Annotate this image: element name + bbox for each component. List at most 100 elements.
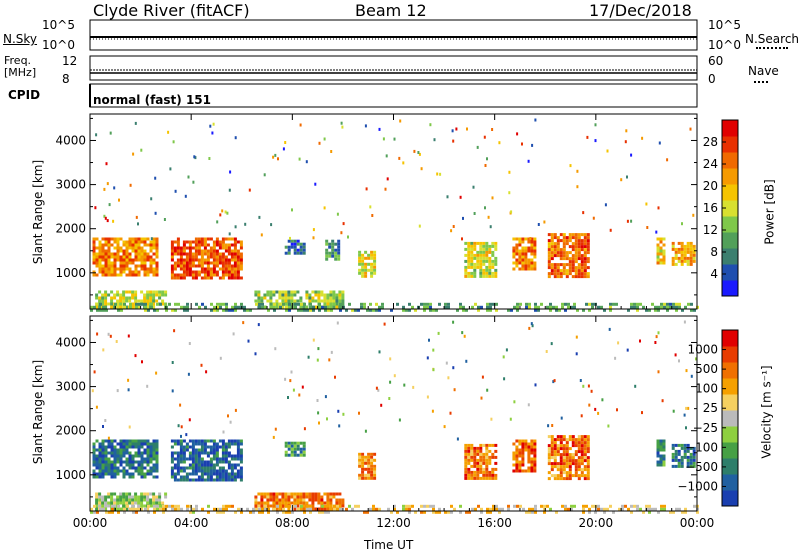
data-cell bbox=[233, 463, 237, 467]
data-cell bbox=[116, 299, 120, 303]
data-cell bbox=[367, 464, 371, 468]
data-point bbox=[641, 136, 644, 140]
data-cell bbox=[574, 459, 578, 463]
data-cell bbox=[98, 466, 102, 470]
data-cell bbox=[512, 261, 516, 265]
data-cell bbox=[568, 459, 572, 463]
data-cell bbox=[547, 453, 551, 457]
colorbar-tick-label: 28 bbox=[703, 135, 718, 149]
data-cell bbox=[221, 273, 225, 277]
data-cell bbox=[98, 442, 102, 446]
data-cell bbox=[170, 439, 174, 443]
data-cell bbox=[213, 305, 216, 309]
data-point bbox=[330, 350, 333, 354]
data-cell bbox=[233, 240, 237, 244]
data-cell bbox=[218, 246, 222, 250]
data-cell bbox=[516, 308, 519, 312]
data-cell bbox=[215, 273, 219, 277]
data-cell bbox=[158, 492, 162, 496]
data-cell bbox=[146, 290, 150, 294]
data-cell bbox=[659, 463, 663, 467]
data-cell bbox=[515, 469, 519, 473]
data-cell bbox=[361, 458, 365, 462]
data-cell bbox=[200, 249, 204, 253]
data-cell bbox=[149, 249, 153, 253]
data-cell bbox=[318, 510, 321, 514]
data-cell bbox=[565, 471, 569, 475]
data-cell bbox=[692, 464, 696, 468]
data-cell bbox=[630, 302, 633, 306]
data-cell bbox=[562, 459, 566, 463]
data-cell bbox=[580, 245, 584, 249]
data-cell bbox=[547, 251, 551, 255]
data-cell bbox=[173, 478, 177, 482]
data-cell bbox=[521, 246, 525, 250]
data-cell bbox=[339, 305, 342, 309]
data-cell bbox=[224, 249, 228, 253]
data-cell bbox=[164, 293, 168, 297]
data-cell bbox=[140, 492, 144, 496]
data-cell bbox=[221, 454, 225, 458]
data-point bbox=[134, 121, 137, 125]
data-point bbox=[418, 224, 421, 228]
data-cell bbox=[464, 247, 468, 251]
data-cell bbox=[580, 257, 584, 261]
data-cell bbox=[677, 241, 681, 245]
data-cell bbox=[373, 452, 377, 456]
data-point bbox=[433, 138, 436, 142]
data-cell bbox=[550, 441, 554, 445]
data-point bbox=[369, 205, 372, 209]
colorbar-swatch bbox=[722, 362, 738, 379]
data-cell bbox=[657, 305, 660, 309]
data-point bbox=[185, 433, 188, 437]
data-point bbox=[324, 395, 327, 399]
data-cell bbox=[550, 242, 554, 246]
data-cell bbox=[533, 448, 537, 452]
data-cell bbox=[680, 247, 684, 251]
data-cell bbox=[471, 507, 474, 511]
data-cell bbox=[361, 470, 365, 474]
data-cell bbox=[317, 290, 321, 294]
data-point bbox=[299, 123, 302, 127]
data-cell bbox=[580, 260, 584, 264]
data-cell bbox=[206, 466, 210, 470]
data-cell bbox=[678, 302, 681, 306]
data-point bbox=[184, 194, 187, 198]
data-cell bbox=[565, 459, 569, 463]
data-point bbox=[484, 206, 486, 210]
data-cell bbox=[179, 252, 183, 256]
data-cell bbox=[176, 246, 180, 250]
data-cell bbox=[482, 250, 486, 254]
data-cell bbox=[128, 492, 132, 496]
data-cell bbox=[152, 252, 156, 256]
data-cell bbox=[482, 256, 486, 260]
data-cell bbox=[473, 244, 477, 248]
data-point bbox=[432, 348, 435, 352]
data-cell bbox=[583, 441, 587, 445]
data-cell bbox=[107, 258, 111, 262]
data-cell bbox=[689, 253, 693, 257]
data-cell bbox=[170, 252, 174, 256]
data-cell bbox=[285, 305, 288, 309]
data-cell bbox=[206, 252, 210, 256]
data-cell bbox=[311, 504, 315, 508]
nave-legend-line bbox=[754, 81, 768, 83]
data-point bbox=[365, 187, 368, 191]
data-cell bbox=[473, 253, 477, 257]
data-cell bbox=[95, 498, 99, 502]
data-cell bbox=[308, 495, 312, 499]
data-point bbox=[594, 139, 597, 143]
data-cell bbox=[101, 454, 105, 458]
data-cell bbox=[182, 454, 186, 458]
data-cell bbox=[188, 466, 192, 470]
data-cell bbox=[294, 504, 297, 508]
data-cell bbox=[140, 255, 144, 259]
data-cell bbox=[488, 274, 492, 278]
data-cell bbox=[101, 293, 105, 297]
data-point bbox=[317, 411, 320, 415]
data-cell bbox=[489, 308, 492, 312]
data-cell bbox=[95, 457, 99, 461]
data-cell bbox=[90, 305, 93, 309]
data-cell bbox=[314, 299, 318, 303]
data-point bbox=[291, 208, 293, 212]
